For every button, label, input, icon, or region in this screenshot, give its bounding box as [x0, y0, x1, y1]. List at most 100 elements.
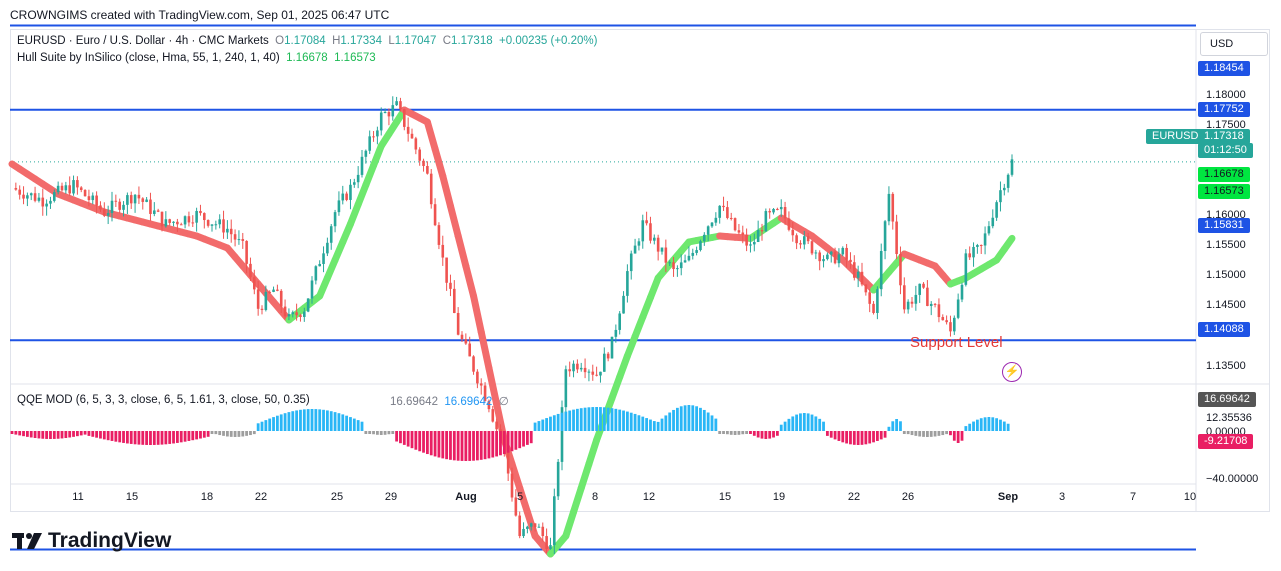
qqe-bar [199, 431, 202, 439]
price-tick-label: 1.15500 [1206, 239, 1246, 251]
candle-body [545, 536, 548, 549]
candle-body [572, 363, 575, 372]
candle-body [460, 334, 464, 340]
qqe-bar [179, 431, 183, 443]
candle-body [626, 271, 629, 296]
candle-body [99, 205, 102, 210]
qqe-bar [160, 431, 164, 445]
qqe-bar [75, 431, 79, 437]
candle-body [856, 271, 860, 278]
qqe-bar [810, 414, 814, 431]
tradingview-logo[interactable]: TradingView [12, 529, 171, 553]
qqe-bar [441, 431, 445, 459]
qqe-bar [952, 431, 956, 441]
qqe-bar [687, 405, 691, 431]
candle-body [56, 185, 60, 193]
chart-frame [10, 29, 1270, 512]
qqe-bar [229, 431, 233, 437]
candle-body [964, 253, 968, 285]
candle-body [814, 252, 818, 254]
qqe-bar [187, 431, 191, 441]
open-value: 1.17084 [284, 35, 326, 47]
high-value: 1.17334 [340, 35, 382, 47]
qqe-bar [33, 431, 37, 439]
qqe-bar [549, 416, 552, 431]
candle-body [487, 400, 491, 410]
candle-body [826, 254, 829, 260]
currency-selector[interactable]: USD [1200, 32, 1268, 56]
candle-body [926, 287, 929, 306]
qqe-bar [791, 416, 795, 431]
qqe-bar [275, 415, 279, 431]
candle-body [214, 224, 218, 226]
candle-body [537, 526, 541, 528]
hull-segment [439, 172, 454, 210]
candle-body [364, 150, 368, 157]
date-tick-label: 10 [1184, 491, 1196, 503]
qqe-bar [537, 421, 541, 431]
candle-body [218, 219, 221, 225]
candle-body [972, 246, 975, 258]
qqe-bar [287, 412, 291, 431]
last-price-tag: 1.17318 [1198, 129, 1250, 144]
qqe-bar [895, 419, 899, 431]
candle-body [737, 230, 741, 233]
qqe-bar [114, 431, 118, 442]
qqe-bar [525, 431, 529, 445]
qqe-bar [556, 413, 560, 431]
candle-body [699, 241, 702, 251]
candle-body [603, 353, 606, 372]
candle-body [33, 193, 37, 201]
level-tag-2: 1.17752 [1198, 102, 1250, 117]
qqe-bar [941, 431, 945, 436]
hull-segment [446, 202, 462, 240]
qqe-bar [191, 431, 195, 441]
candle-body [291, 312, 295, 315]
hull-segment [585, 436, 601, 468]
candle-body [253, 277, 256, 290]
qqe-bar [664, 415, 668, 431]
qqe-bar [783, 421, 787, 431]
candle-body [833, 251, 837, 264]
qqe-bar [933, 431, 937, 437]
qqe-bar [614, 408, 618, 431]
hull-segment [454, 232, 470, 270]
qqe-bar [499, 431, 502, 456]
candle-body [760, 230, 764, 232]
qqe-bar [60, 431, 64, 439]
qqe-bar [225, 431, 229, 437]
qqe-bar [929, 431, 933, 437]
candle-body [645, 220, 648, 224]
candle-body [318, 263, 321, 267]
hull-legend[interactable]: Hull Suite by InSilico (close, Hma, 55, … [17, 52, 376, 64]
lightning-icon[interactable]: ⚡ [1002, 362, 1022, 382]
candle-body [210, 224, 214, 226]
qqe-bar [156, 431, 160, 445]
qqe-bar [475, 431, 479, 461]
symbol-label: EURUSD · Euro / U.S. Dollar · 4h · CMC M… [17, 35, 269, 47]
candle-body [241, 239, 245, 241]
qqe-bar [110, 431, 114, 441]
candle-body [529, 523, 533, 527]
qqe-bar [637, 415, 641, 431]
candle-body [618, 313, 621, 330]
date-tick-label: Aug [455, 491, 476, 503]
candle-body [941, 317, 945, 321]
qqe-bar [322, 409, 325, 431]
qqe-bar [633, 413, 637, 431]
candle-body [256, 289, 260, 309]
candle-body [649, 223, 652, 241]
qqe-legend[interactable]: QQE MOD (6, 5, 3, 3, close, 6, 5, 1.61, … [17, 394, 310, 406]
qqe-bar [822, 421, 825, 431]
qqe-bar [25, 431, 29, 437]
candle-body [283, 306, 287, 317]
qqe-bar [445, 431, 449, 460]
qqe-value-2: 16.69642 [444, 396, 493, 408]
qqe-bar [237, 431, 241, 437]
date-tick-label: 12 [643, 491, 655, 503]
qqe-bar [206, 431, 210, 437]
candle-body [29, 193, 33, 196]
candle-body [664, 247, 668, 263]
qqe-bar [922, 431, 925, 437]
